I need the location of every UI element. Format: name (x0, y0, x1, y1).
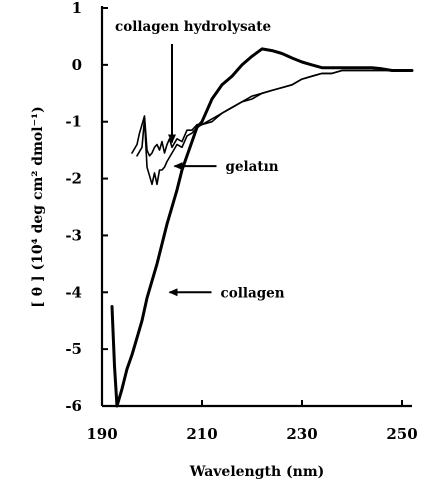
annotation-gelatın: gelatın (226, 159, 279, 175)
annotation-collagen: collagen (221, 285, 285, 301)
y-tick-label: 0 (72, 56, 82, 74)
x-tick-label: 210 (186, 425, 217, 443)
y-tick-label: 1 (72, 0, 82, 17)
axes-layer (100, 6, 412, 408)
x-tick-label: 230 (286, 425, 317, 443)
y-tick-label: -6 (65, 397, 82, 415)
y-tick-label: -2 (65, 170, 82, 188)
series-line-collagen-hydrolysate (131, 69, 413, 157)
x-axis-title: Wavelength (nm) (189, 464, 325, 480)
annotation-collagen-hydrolysate: collagen hydrolysate (115, 19, 271, 35)
series-line-gelatin (136, 69, 413, 186)
y-tick-label: -5 (65, 340, 82, 358)
annotations-layer: collagen hydrolysate gelatın collagen (115, 19, 285, 301)
y-tick-label: -4 (65, 283, 82, 301)
x-tick-label: 190 (86, 425, 117, 443)
series-line-collagen (110, 47, 414, 408)
y-axis-title: [ θ ] (10⁴ deg cm² dmol⁻¹) (30, 106, 46, 307)
series-layer (110, 47, 414, 408)
x-tick-label: 250 (386, 425, 417, 443)
y-tick-label: -1 (65, 113, 82, 131)
y-tick-label: -3 (65, 226, 82, 244)
